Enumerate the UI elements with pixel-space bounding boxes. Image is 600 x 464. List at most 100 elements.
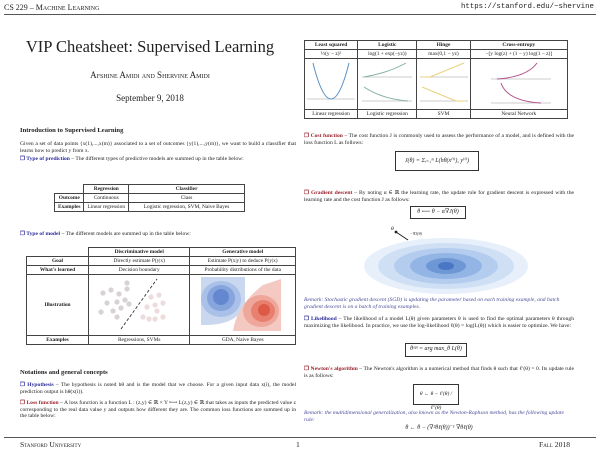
footer-rule: [4, 437, 596, 438]
loss-table: Least squared Logistic Hinge Cross-entropy …: [303, 40, 569, 119]
url-header[interactable]: https://stanford.edu/~shervine: [460, 3, 594, 11]
cell: Directly estimate P(y|x): [87, 256, 191, 266]
likelihood-formula: θᵒᵖᵗ = arg max_θ L(θ): [405, 343, 467, 357]
row-header: Illustration: [26, 274, 89, 336]
cell: log(1 + exp(−yz)): [357, 49, 418, 59]
newton-algorithm: ❐ Newton's algorithm – The Newton's algo…: [304, 366, 574, 379]
cell: Decision boundary: [87, 265, 191, 275]
cell: Logistic regression, SVM, Naive Bayes: [128, 202, 246, 212]
table-row: Goal Directly estimate P(y|x) Estimate P(x…: [26, 256, 296, 266]
header-cell: Regression: [83, 184, 130, 194]
row-header: Examples: [53, 202, 85, 212]
cell: Estimate P(x|y) to deduce P(y|x): [189, 256, 296, 266]
table-row: Illustration: [26, 274, 296, 336]
least-squared-plot: [303, 58, 359, 110]
page-number: 1: [296, 440, 300, 449]
table-row: [303, 58, 569, 110]
cell: max(0,1 − yz): [416, 49, 471, 59]
row-header: What's learned: [26, 265, 89, 275]
type-of-model: ❐ Type of model – The different models a…: [20, 231, 191, 238]
theta-label: θ: [391, 226, 394, 232]
likelihood: ❐ Likelihood – The likelihood of a model…: [304, 316, 574, 329]
model-table: Discriminative model Generative model Goa…: [26, 247, 296, 345]
prediction-table: Regression Classifier Outcome Continuous Cl…: [53, 184, 246, 212]
header-rule: [4, 14, 596, 15]
cell: GDA, Naive Bayes: [189, 335, 296, 345]
text: – The different types of predictive mode…: [69, 156, 244, 162]
hinge-plot: [416, 58, 471, 110]
header-cell: Logistic: [357, 40, 418, 50]
hypothesis: ❐ Hypothesis – The hypothesis is noted h…: [20, 382, 296, 395]
table-row: Examples Regressions, SVMs GDA, Naive Baye…: [26, 335, 296, 345]
decision-boundary-image: [98, 278, 166, 330]
table-row: What's learned Decision boundary Probabili…: [26, 265, 296, 275]
remark-sgd: Remark: Stochastic gradient descent (SGD…: [304, 297, 560, 310]
header-cell: Cross-entropy: [469, 40, 569, 50]
table-row: Examples Linear regression Logistic regres…: [53, 202, 246, 212]
term: ❐ Hypothesis: [20, 382, 54, 388]
term: ❐ Newton's algorithm: [304, 366, 358, 372]
term: ❐ Type of model: [20, 231, 61, 237]
cost-formula: J(θ) = Σᵢ₌₁ᵐ L(hθ(x⁽ⁱ⁾), y⁽ⁱ⁾): [395, 151, 479, 171]
generative-illustration: [189, 274, 296, 336]
text: – The cost function J is commonly used t…: [304, 133, 574, 146]
gradient-formula: θ ⟵ θ − α∇J(θ): [410, 206, 466, 219]
text: – The Newton's algorithm is a numerical …: [304, 366, 574, 379]
page-title: VIP Cheatsheet: Supervised Learning: [25, 37, 275, 56]
newton-formula: θ ← θ − ℓ′(θ) / ℓ″(θ): [413, 384, 459, 411]
cell: Regressions, SVMs: [87, 335, 191, 345]
gradient-contour-image: [364, 230, 528, 294]
text: – The different models are summed up in …: [60, 231, 191, 237]
loss-function: ❐ Loss function – A loss function is a f…: [20, 400, 296, 420]
cell: Continuous: [83, 193, 130, 203]
footer-left: Stanford University: [20, 440, 82, 449]
row-header: Examples: [26, 335, 89, 345]
authors: Afshine Amidi and Shervine Amidi: [90, 70, 210, 80]
remark-newton: Remark: the multidimensional generalizat…: [304, 410, 564, 423]
row-header: Goal: [26, 256, 89, 266]
logistic-plot: [357, 58, 418, 110]
date: September 9, 2018: [116, 93, 184, 103]
cell: Neural Network: [469, 109, 569, 119]
term: ❐ Gradient descent: [304, 190, 353, 196]
term: ❐ Likelihood: [304, 316, 337, 322]
table-row: Outcome Continuous Class: [53, 193, 246, 203]
hinge-curves-image: [419, 62, 468, 102]
cell: −[y log(z) + (1 − y) log(1 − z)]: [469, 49, 569, 59]
header-cell: Classifier: [128, 184, 246, 194]
cross-entropy-plot: [469, 58, 569, 110]
gradient-descent: ❐ Gradient descent – By noting α ∈ ℝ the…: [304, 190, 574, 203]
logistic-curves-image: [362, 62, 413, 102]
term: ❐ Loss function: [20, 400, 59, 406]
course-header: CS 229 – Machine Learning: [4, 3, 100, 12]
footer-right: Fall 2018: [538, 440, 570, 449]
cell: Linear regression: [83, 202, 130, 212]
intro-heading: Introduction to Supervised Learning: [20, 127, 124, 134]
table-row: Linear regression Logistic regression SVM N…: [303, 109, 569, 119]
type-of-prediction: ❐ Type of prediction – The different typ…: [20, 156, 296, 163]
text: – A loss function is a function L : (z,y…: [20, 400, 296, 420]
parabola-image: [307, 62, 356, 100]
gradient-label: −∇J(θ): [410, 231, 422, 236]
cell: Logistic regression: [357, 109, 418, 119]
header-cell: Generative model: [189, 247, 296, 257]
intro-paragraph: Given a set of data points {x(1),...,x(m…: [20, 141, 296, 154]
notations-heading: Notations and general concepts: [20, 369, 108, 376]
row-header: Outcome: [53, 193, 85, 203]
header-cell: Discriminative model: [87, 247, 191, 257]
cell: Probability distributions of the data: [189, 265, 296, 275]
table-row: ½(y − z)² log(1 + exp(−yz)) max(0,1 − yz) −…: [303, 49, 569, 59]
cell: ½(y − z)²: [303, 49, 359, 59]
cross-entropy-curves-image: [490, 62, 551, 104]
text: – By noting α ∈ ℝ the learning rate, the…: [304, 190, 574, 203]
term: ❐ Cost function: [304, 133, 343, 139]
discriminative-illustration: [87, 274, 191, 336]
cell: Class: [128, 193, 246, 203]
header-cell: Least squared: [303, 40, 359, 50]
newton-raphson-formula: θ ← θ − (∇²θℓ(θ))⁻¹ ∇θℓ(θ): [405, 425, 473, 431]
cell: Linear regression: [303, 109, 359, 119]
cell: SVM: [416, 109, 471, 119]
text: – The hypothesis is noted hθ and is the …: [20, 382, 296, 395]
text: – The likelihood of a model L(θ) given p…: [304, 316, 574, 329]
term: ❐ Type of prediction: [20, 156, 70, 162]
